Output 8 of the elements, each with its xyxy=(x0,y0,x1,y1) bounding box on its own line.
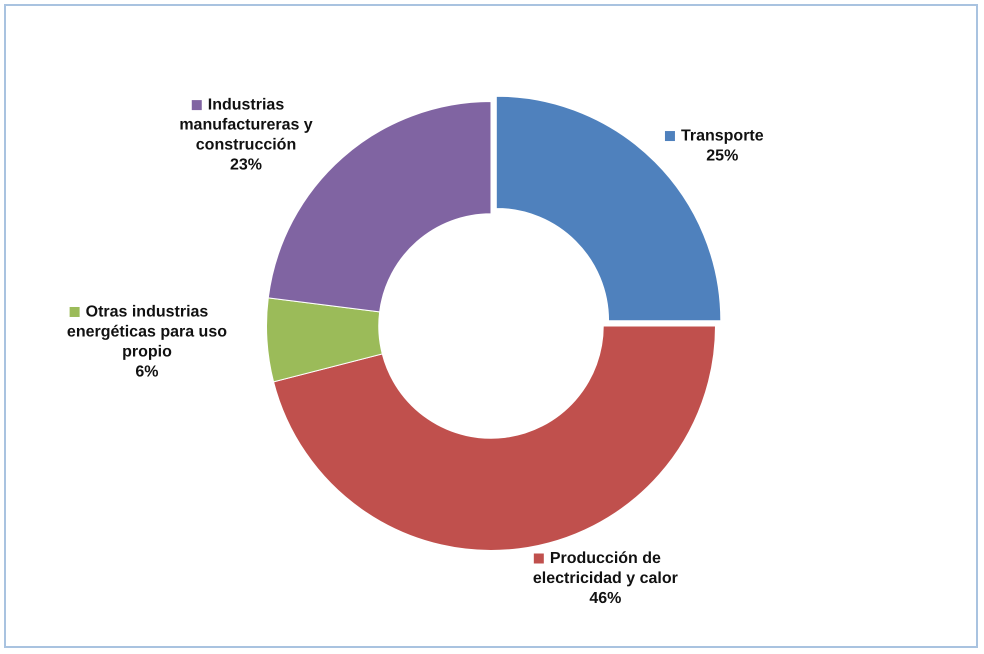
legend-label: Industrias manufactureras y construcción xyxy=(179,96,313,154)
data-label: 25% xyxy=(706,147,738,164)
data-label: 6% xyxy=(135,363,159,380)
data-label: 23% xyxy=(230,156,262,174)
legend-label: Producción de electricidad y calor xyxy=(532,550,678,587)
legend-label: Otras industrias energéticas para uso propio xyxy=(66,303,228,360)
data-label: 46% xyxy=(589,590,622,607)
legend-label: Transporte xyxy=(680,127,764,144)
